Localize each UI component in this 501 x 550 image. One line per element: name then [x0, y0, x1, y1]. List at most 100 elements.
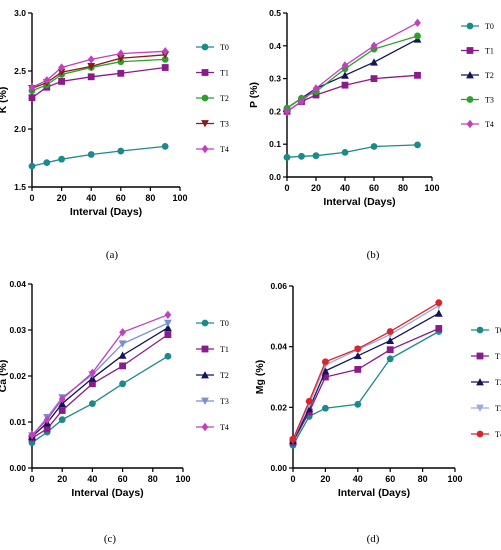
- panel-d: 0 20 40 60 80 100 0.00 0.02 0.04 0.06 Interval (Da…: [254, 281, 501, 545]
- data-point: [164, 331, 172, 338]
- x-tick-label: 20: [57, 474, 67, 484]
- data-point: [161, 56, 169, 63]
- legend-label: T4: [220, 423, 229, 432]
- series-t0: [28, 143, 169, 170]
- legend-marker: [466, 22, 474, 30]
- x-axis-label: Interval (Days): [71, 487, 143, 499]
- series-t4: [28, 310, 172, 440]
- data-point: [322, 373, 329, 381]
- data-point: [58, 155, 65, 163]
- legend-marker: [201, 422, 209, 432]
- data-point: [414, 32, 421, 40]
- data-point: [87, 73, 95, 81]
- series-line: [31, 50, 166, 88]
- legend-marker: [476, 430, 484, 438]
- legend-marker: [476, 404, 484, 412]
- data-point: [386, 355, 394, 363]
- x-tick-label: 60: [118, 474, 128, 484]
- data-point: [58, 63, 65, 72]
- panel-c: 0 20 40 60 80 100 0.00 0.01 0.02 0.03 0.04 Interval…: [0, 279, 229, 545]
- legend-label: T3: [220, 120, 229, 129]
- data-point: [435, 325, 443, 332]
- data-point: [28, 83, 36, 92]
- data-point: [161, 64, 169, 71]
- series-line: [31, 334, 169, 439]
- series-line: [286, 74, 418, 112]
- data-point: [322, 404, 329, 412]
- data-point: [28, 430, 36, 440]
- x-tick-label: 0: [284, 183, 289, 193]
- data-point: [386, 336, 395, 344]
- legend-label: T3: [485, 96, 494, 105]
- x-tick-label: 80: [398, 183, 408, 193]
- x-tick-label: 100: [447, 474, 462, 484]
- data-point: [283, 153, 291, 161]
- data-point: [434, 309, 443, 317]
- legend-label: T1: [485, 47, 494, 56]
- legend-marker: [201, 94, 209, 102]
- data-point: [341, 61, 349, 70]
- data-point: [119, 362, 126, 370]
- data-point: [370, 41, 378, 50]
- data-point: [58, 399, 67, 407]
- x-tick-label: 0: [290, 474, 295, 484]
- x-tick-label: 40: [353, 474, 363, 484]
- legend-marker: [466, 119, 474, 129]
- data-point: [87, 151, 95, 158]
- series-line: [31, 54, 166, 90]
- x-tick-label: 80: [145, 193, 155, 203]
- y-tick-label: 2.5: [14, 66, 26, 76]
- legend-label: T4: [220, 145, 229, 154]
- data-point: [312, 152, 320, 160]
- x-tick-label: 100: [175, 474, 190, 484]
- series-t4: [28, 47, 169, 92]
- data-point: [164, 323, 172, 332]
- data-point: [58, 78, 65, 85]
- x-tick-label: 60: [116, 193, 126, 203]
- y-axis-label: P (%): [248, 82, 260, 108]
- data-point: [28, 162, 36, 170]
- data-point: [321, 367, 330, 375]
- data-point: [116, 54, 125, 63]
- x-tick-label: 0: [29, 193, 34, 203]
- panel-b: 0 20 40 60 80 100 0.0 0.1 0.2 0.3 0.4 0.5 Interval (…: [248, 8, 494, 261]
- series-t1: [283, 71, 421, 115]
- legend-label: T0: [220, 43, 229, 52]
- y-tick-label: 0.0: [269, 172, 281, 182]
- data-point: [43, 159, 51, 167]
- series-t2: [289, 309, 443, 445]
- legend-label: T1: [220, 69, 229, 78]
- data-point: [354, 366, 362, 373]
- legend-marker: [476, 352, 484, 360]
- legend-marker: [466, 96, 474, 103]
- data-point: [341, 149, 349, 156]
- x-tick-label: 80: [418, 474, 428, 484]
- x-tick-label: 40: [86, 193, 96, 203]
- x-axis-label: Interval (Days): [70, 206, 142, 218]
- x-tick-label: 20: [57, 193, 67, 203]
- y-tick-label: 0.00: [270, 463, 287, 473]
- data-point: [312, 84, 320, 93]
- data-point: [341, 81, 349, 89]
- legend-label: T0: [485, 22, 494, 31]
- series-line: [31, 66, 166, 99]
- series-line: [31, 314, 169, 436]
- legend-marker: [201, 371, 209, 379]
- legend-marker: [466, 47, 474, 54]
- y-tick-label: 2.0: [14, 124, 26, 134]
- y-tick-label: 0.5: [269, 8, 281, 18]
- series-line: [292, 330, 440, 446]
- panel-caption: (c): [104, 533, 117, 545]
- x-tick-label: 80: [148, 474, 158, 484]
- data-point: [117, 69, 125, 77]
- data-point: [43, 415, 51, 424]
- y-tick-label: 1.5: [14, 182, 26, 192]
- data-point: [87, 55, 95, 64]
- data-point: [414, 71, 421, 79]
- series-line: [286, 22, 418, 112]
- legend-label: T0: [220, 319, 229, 328]
- series-t2: [28, 323, 172, 441]
- data-point: [119, 328, 126, 337]
- data-point: [322, 358, 329, 366]
- data-point: [354, 400, 362, 408]
